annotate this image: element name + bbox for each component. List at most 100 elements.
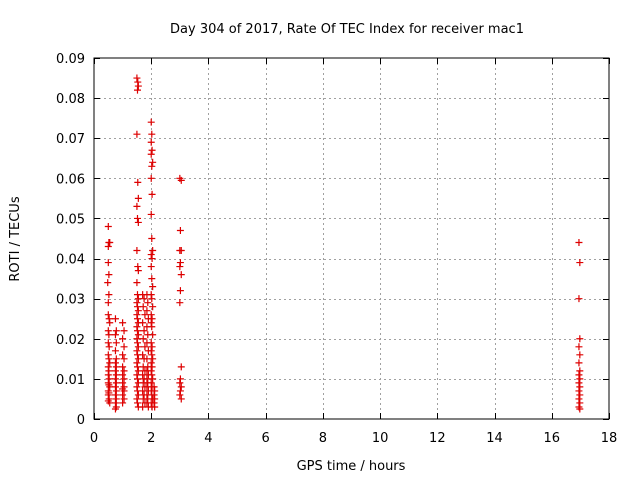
y-tick-label: 0.01 <box>56 373 85 388</box>
data-point <box>120 355 128 363</box>
data-point <box>112 371 120 379</box>
y-tick-label: 0.02 <box>56 333 85 348</box>
data-point <box>104 222 112 230</box>
data-point <box>575 371 583 379</box>
y-tick-label: 0.03 <box>56 293 85 308</box>
data-point <box>576 375 584 383</box>
data-point <box>575 343 583 351</box>
data-point <box>176 391 184 399</box>
data-point <box>111 359 119 367</box>
data-point <box>149 158 157 166</box>
data-point <box>147 359 155 367</box>
data-point <box>149 331 157 339</box>
data-point <box>149 375 157 383</box>
y-axis-label: ROTI / TECUs <box>8 196 23 281</box>
data-point <box>575 295 583 303</box>
data-point <box>112 339 120 347</box>
data-point <box>105 355 113 363</box>
data-point <box>112 363 120 371</box>
axis-ticks <box>94 58 610 420</box>
data-point <box>575 379 583 387</box>
data-point <box>147 150 155 158</box>
data-point <box>112 379 120 387</box>
data-point <box>176 299 184 307</box>
data-point <box>106 319 114 327</box>
data-point <box>105 343 113 351</box>
x-tick-label: 6 <box>262 431 270 446</box>
data-point <box>148 130 156 138</box>
data-point <box>176 263 184 271</box>
data-point <box>140 327 148 335</box>
y-tick-label: 0.09 <box>56 52 85 67</box>
x-tick-label: 16 <box>544 431 561 446</box>
data-point <box>119 351 127 359</box>
data-point <box>151 403 159 411</box>
data-point <box>104 311 112 319</box>
y-tick-labels: 0 0.01 0.02 0.03 0.04 0.05 0.06 0.07 0.08 0.09 <box>56 52 85 428</box>
data-point <box>105 271 113 279</box>
data-point <box>120 395 128 403</box>
data-point <box>133 327 141 335</box>
data-point <box>148 323 156 331</box>
data-point <box>133 86 141 94</box>
data-point <box>149 303 157 311</box>
data-point <box>147 118 155 126</box>
data-point <box>147 339 155 347</box>
data-point <box>119 379 127 387</box>
data-point <box>133 247 141 255</box>
data-point <box>119 391 127 399</box>
data-point <box>134 267 142 275</box>
data-point <box>111 331 119 339</box>
x-tick-label: 4 <box>204 431 212 446</box>
data-point <box>176 379 184 387</box>
data-point <box>111 315 119 323</box>
data-point <box>104 391 112 399</box>
data-point <box>134 343 142 351</box>
data-point <box>134 194 142 202</box>
data-point <box>106 239 114 247</box>
data-point <box>576 383 584 391</box>
y-tick-label: 0.07 <box>56 132 85 147</box>
data-point <box>105 291 113 299</box>
data-point <box>120 367 128 375</box>
data-point <box>147 210 155 218</box>
data-point <box>148 295 156 303</box>
data-point <box>148 255 156 263</box>
data-point <box>140 295 148 303</box>
grid-lines <box>94 58 609 419</box>
data-point <box>148 363 156 371</box>
data-point <box>147 138 155 146</box>
data-point <box>111 391 119 399</box>
data-points <box>104 74 584 413</box>
data-point <box>177 176 185 184</box>
data-point <box>104 259 112 267</box>
data-point <box>133 130 141 138</box>
data-point <box>111 405 119 413</box>
data-point <box>177 247 185 255</box>
data-point <box>139 351 147 359</box>
data-point <box>141 311 149 319</box>
data-point <box>575 239 583 247</box>
data-point <box>576 351 584 359</box>
data-point <box>133 375 141 383</box>
data-point <box>111 383 119 391</box>
y-tick-label: 0.04 <box>56 253 85 268</box>
data-point <box>133 315 141 323</box>
data-point <box>575 395 583 403</box>
data-point <box>104 279 112 287</box>
data-point <box>149 355 157 363</box>
data-point <box>134 331 142 339</box>
chart-title: Day 304 of 2017, Rate Of TEC Index for r… <box>170 22 524 37</box>
x-tick-label: 0 <box>90 431 98 446</box>
data-point <box>177 271 185 279</box>
data-point <box>112 355 120 363</box>
data-point <box>148 315 156 323</box>
data-point <box>176 226 184 234</box>
data-point <box>148 275 156 283</box>
x-tick-label: 8 <box>319 431 327 446</box>
x-tick-label: 12 <box>429 431 446 446</box>
data-point <box>119 363 127 371</box>
data-point <box>177 395 185 403</box>
data-point <box>148 351 156 359</box>
data-point <box>134 367 142 375</box>
